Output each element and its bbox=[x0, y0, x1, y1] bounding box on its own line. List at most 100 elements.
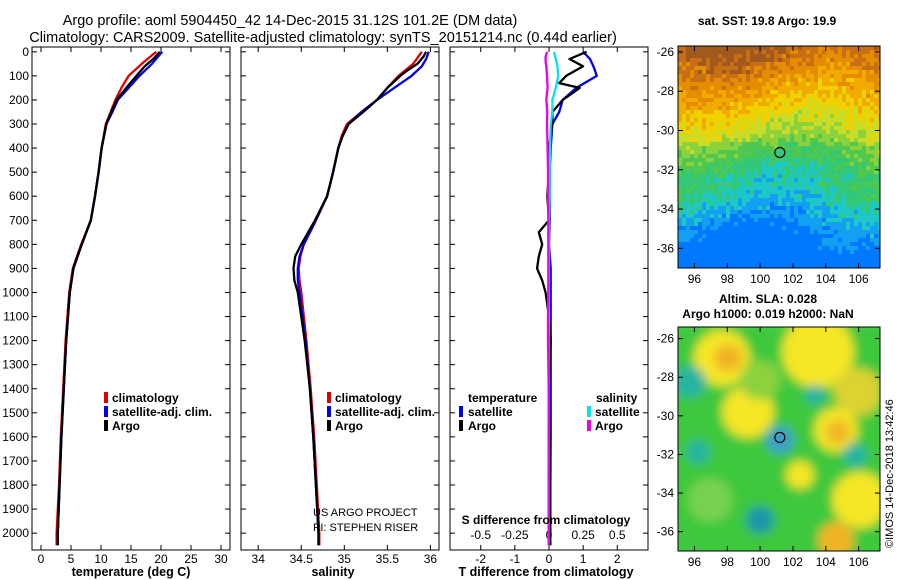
sst-pixel bbox=[750, 226, 754, 230]
sst-pixel bbox=[678, 102, 682, 106]
sst-pixel bbox=[874, 70, 878, 74]
sst-pixel bbox=[762, 230, 766, 234]
sst-pixel bbox=[754, 182, 758, 186]
x-tick-label: 1 bbox=[580, 552, 587, 566]
sst-pixel bbox=[710, 78, 714, 82]
sst-pixel bbox=[818, 246, 822, 250]
sst-pixel bbox=[862, 158, 866, 162]
sst-pixel bbox=[754, 186, 758, 190]
sst-pixel bbox=[794, 170, 798, 174]
sst-pixel bbox=[750, 262, 754, 266]
sst-pixel bbox=[762, 118, 766, 122]
sst-pixel bbox=[722, 230, 726, 234]
sst-pixel bbox=[750, 190, 754, 194]
sst-pixel bbox=[706, 118, 710, 122]
sst-pixel bbox=[738, 82, 742, 86]
sst-pixel bbox=[758, 258, 762, 262]
sst-pixel bbox=[842, 70, 846, 74]
sst-pixel bbox=[738, 198, 742, 202]
sst-pixel bbox=[702, 150, 706, 154]
sst-pixel bbox=[826, 106, 830, 110]
map-y-tick-label: -26 bbox=[657, 45, 675, 59]
sst-pixel bbox=[746, 242, 750, 246]
sst-pixel bbox=[878, 210, 880, 214]
sst-pixel bbox=[758, 166, 762, 170]
sst-pixel bbox=[738, 62, 742, 66]
sst-pixel bbox=[726, 102, 730, 106]
sst-pixel bbox=[742, 78, 746, 82]
sst-pixel bbox=[830, 70, 834, 74]
sst-pixel bbox=[870, 150, 874, 154]
sst-pixel bbox=[794, 194, 798, 198]
sst-pixel bbox=[854, 86, 858, 90]
sst-pixel bbox=[790, 82, 794, 86]
sst-pixel bbox=[690, 118, 694, 122]
sst-pixel bbox=[870, 70, 874, 74]
sst-pixel bbox=[782, 134, 786, 138]
sst-pixel bbox=[878, 138, 880, 142]
sst-pixel bbox=[834, 186, 838, 190]
sst-pixel bbox=[746, 246, 750, 250]
map-x-tick-label: 98 bbox=[721, 555, 735, 569]
sst-pixel bbox=[758, 130, 762, 134]
sst-pixel bbox=[814, 82, 818, 86]
sst-pixel bbox=[870, 218, 874, 222]
sst-pixel bbox=[878, 202, 880, 206]
sst-pixel bbox=[810, 262, 814, 266]
sst-pixel bbox=[690, 202, 694, 206]
sst-pixel bbox=[818, 142, 822, 146]
sst-pixel bbox=[714, 146, 718, 150]
sst-pixel bbox=[734, 146, 738, 150]
sst-pixel bbox=[738, 262, 742, 266]
sst-pixel bbox=[818, 238, 822, 242]
sst-pixel bbox=[690, 266, 694, 268]
sst-pixel bbox=[858, 206, 862, 210]
sst-pixel bbox=[694, 266, 698, 268]
sst-pixel bbox=[806, 82, 810, 86]
sst-pixel bbox=[838, 186, 842, 190]
sst-pixel bbox=[754, 118, 758, 122]
sst-pixel bbox=[770, 102, 774, 106]
sst-pixel bbox=[870, 66, 874, 70]
sst-pixel bbox=[726, 174, 730, 178]
sst-pixel bbox=[850, 266, 854, 268]
sst-pixel bbox=[698, 246, 702, 250]
sst-pixel bbox=[758, 158, 762, 162]
sst-pixel bbox=[830, 122, 834, 126]
sst-pixel bbox=[810, 78, 814, 82]
sst-pixel bbox=[762, 114, 766, 118]
sst-pixel bbox=[738, 226, 742, 230]
sst-pixel bbox=[714, 262, 718, 266]
sst-pixel bbox=[698, 222, 702, 226]
sst-pixel bbox=[678, 158, 682, 162]
sst-pixel bbox=[802, 126, 806, 130]
sst-pixel bbox=[678, 218, 682, 222]
sst-pixel bbox=[750, 214, 754, 218]
sst-pixel bbox=[694, 70, 698, 74]
sst-pixel bbox=[814, 138, 818, 142]
sst-pixel bbox=[762, 186, 766, 190]
sst-pixel bbox=[810, 154, 814, 158]
sst-pixel bbox=[858, 154, 862, 158]
sst-pixel bbox=[706, 254, 710, 258]
sst-pixel bbox=[874, 118, 878, 122]
sst-pixel bbox=[754, 90, 758, 94]
sst-pixel bbox=[786, 218, 790, 222]
sst-pixel bbox=[818, 106, 822, 110]
sst-pixel bbox=[706, 90, 710, 94]
sst-pixel bbox=[770, 170, 774, 174]
sst-pixel bbox=[766, 114, 770, 118]
sst-pixel bbox=[730, 90, 734, 94]
diff-xlabel-top: S difference from climatology bbox=[462, 513, 631, 527]
sst-pixel bbox=[834, 170, 838, 174]
sst-pixel bbox=[834, 218, 838, 222]
sst-pixel bbox=[738, 138, 742, 142]
sst-pixel bbox=[858, 182, 862, 186]
sst-pixel bbox=[810, 54, 814, 58]
sst-pixel bbox=[682, 194, 686, 198]
sst-pixel bbox=[706, 178, 710, 182]
sst-pixel bbox=[786, 146, 790, 150]
sst-pixel bbox=[834, 54, 838, 58]
sst-pixel bbox=[726, 194, 730, 198]
sst-pixel bbox=[694, 154, 698, 158]
